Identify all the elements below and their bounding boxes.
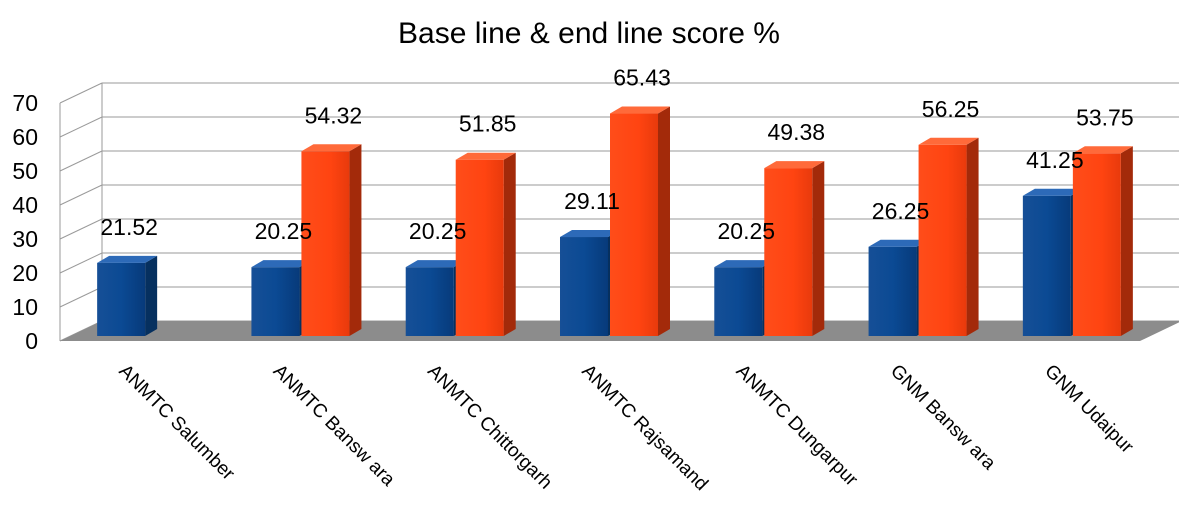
bar-side	[349, 144, 362, 336]
data-label: 20.25	[255, 218, 313, 244]
data-label: 53.75	[1076, 104, 1134, 130]
y-tick-label: 10	[12, 294, 38, 320]
side-gridline	[59, 82, 103, 104]
x-tick-label: ANMTC Rajsamand	[577, 361, 711, 495]
y-tick-label: 20	[12, 260, 38, 286]
side-gridline	[59, 150, 103, 172]
side-gridline	[59, 184, 103, 206]
bar	[714, 267, 763, 336]
bar-top	[764, 161, 825, 169]
y-tick-label: 0	[25, 328, 38, 354]
bar-top	[301, 144, 362, 152]
bar	[251, 267, 300, 336]
side-gridline	[59, 252, 103, 274]
data-label: 21.52	[100, 214, 158, 240]
x-tick-label: ANMTC Salumber	[115, 361, 239, 485]
bar-top	[714, 260, 775, 268]
data-label: 20.25	[409, 218, 467, 244]
bar	[1072, 153, 1121, 336]
data-label: 20.25	[718, 218, 776, 244]
x-tick-label: ANMTC Dungarpur	[732, 361, 862, 491]
bar	[97, 262, 146, 336]
side-gridline	[59, 218, 103, 240]
bar-top	[868, 239, 929, 247]
y-tick-label: 50	[12, 158, 38, 184]
bar-side	[812, 161, 825, 336]
bar	[455, 159, 504, 336]
data-label: 54.32	[305, 102, 363, 128]
bar	[560, 237, 608, 336]
bar-side	[503, 152, 516, 336]
bar	[918, 144, 967, 336]
bar-top	[1072, 146, 1133, 154]
side-gridline	[59, 116, 103, 138]
bar-top	[251, 260, 312, 268]
y-tick-label: 40	[12, 192, 38, 218]
y-tick-label: 60	[12, 124, 38, 150]
bar-top	[918, 137, 979, 145]
data-label: 49.38	[768, 119, 826, 145]
data-label: 65.43	[613, 65, 671, 91]
x-tick-label: GNM Udaipur	[1040, 361, 1137, 458]
bar	[301, 151, 350, 336]
bar-top	[1022, 188, 1083, 196]
x-tick-label: ANMTC Chittorgarh	[423, 361, 556, 494]
bar	[868, 246, 917, 336]
bar	[764, 168, 813, 336]
data-label: 51.85	[459, 111, 517, 137]
bar-side	[966, 137, 979, 336]
data-label: 56.25	[922, 96, 980, 122]
x-tick-label: ANMTC Bansw ara	[269, 361, 399, 491]
chart-title: Base line & end line score %	[398, 17, 780, 50]
bar	[1022, 195, 1071, 336]
bar-top	[610, 106, 670, 114]
bar	[610, 113, 658, 337]
bar-side	[145, 255, 158, 336]
y-tick-label: 30	[12, 226, 38, 252]
y-tick-label: 70	[12, 90, 38, 116]
bar-top	[455, 152, 516, 160]
bar-top	[560, 230, 620, 238]
data-label: 29.11	[564, 188, 620, 214]
bar	[405, 267, 454, 336]
data-label: 26.25	[872, 198, 930, 224]
data-label: 41.25	[1026, 147, 1084, 173]
bar-top	[405, 260, 466, 268]
x-tick-label: GNM Bansw ara	[886, 361, 1000, 475]
plot-area: 0 10 20 30 40 50 60 70 21.52 20.25 54.32 20.25 51.85…	[12, 65, 1179, 495]
side-gridline	[59, 286, 103, 308]
bar-top	[97, 255, 158, 263]
bar-side	[1120, 146, 1133, 336]
bar-side	[658, 106, 670, 337]
